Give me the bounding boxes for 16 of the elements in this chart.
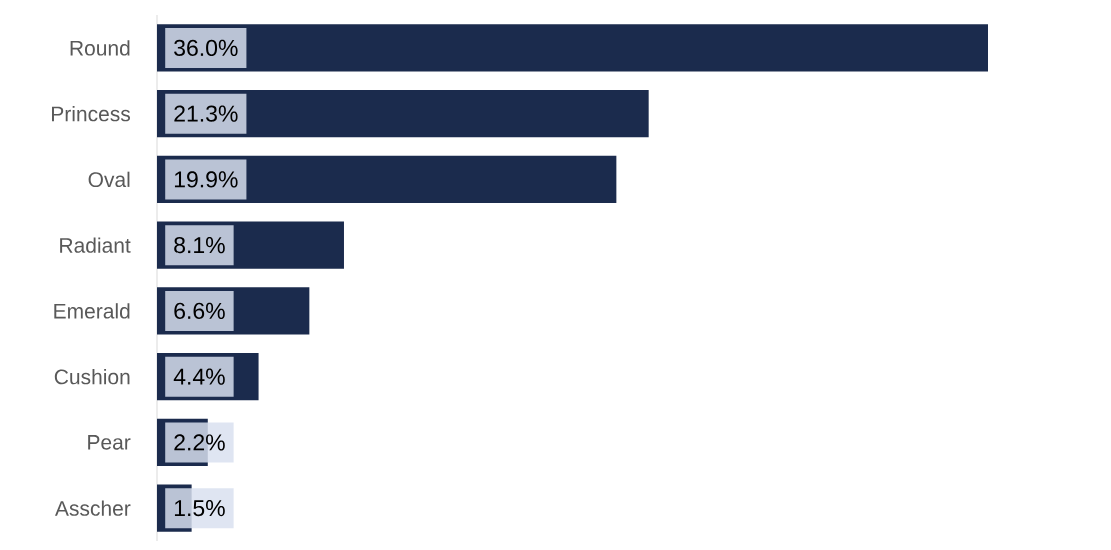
data-label: 1.5% [174, 500, 225, 517]
data-label: 21.3% [174, 105, 238, 122]
y-tick-label: Cushion [54, 368, 130, 385]
y-tick-label: Round [70, 40, 130, 56]
y-tick-label: Oval [88, 171, 130, 188]
data-label: 8.1% [174, 236, 225, 254]
data-label: 36.0% [174, 39, 238, 57]
y-tick-label: Princess [52, 105, 131, 122]
data-label: 2.2% [174, 434, 225, 451]
y-tick-label: Pear [88, 435, 131, 450]
data-label: 19.9% [174, 171, 238, 188]
data-label: 6.6% [174, 302, 225, 320]
y-tick-label: Radiant [60, 237, 131, 253]
y-tick-label: Asscher [54, 500, 131, 516]
y-tick-label: Emerald [54, 303, 130, 319]
data-label: 4.4% [173, 368, 225, 385]
